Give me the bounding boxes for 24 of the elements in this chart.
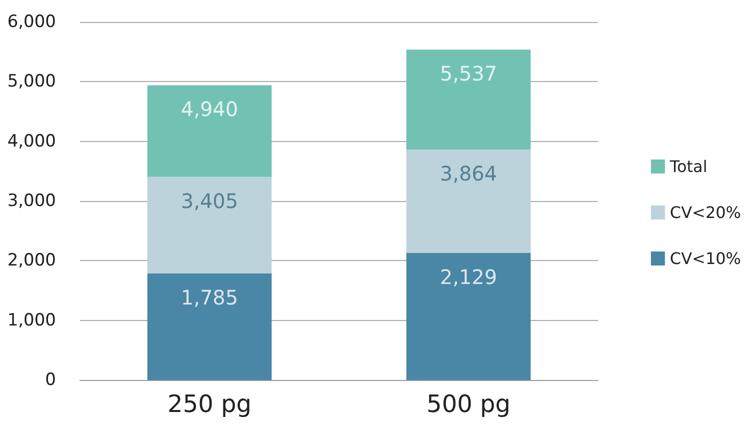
annotation: 3,864	[440, 161, 498, 186]
annotation: 1,785	[180, 285, 238, 310]
y-tick-label: 6,000	[7, 12, 56, 32]
legend-label: CV<10%	[670, 249, 742, 268]
bar	[147, 176, 272, 274]
y-tick-label: 1,000	[7, 310, 56, 330]
annotation: 5,537	[440, 62, 498, 86]
bar	[147, 85, 272, 177]
y-tick-label: 0	[45, 370, 56, 390]
bar	[147, 273, 272, 380]
y-tick-label: 2,000	[7, 250, 56, 271]
legend-label: Total	[668, 157, 708, 176]
bar	[406, 50, 531, 150]
y-tick-label: 4,000	[7, 131, 56, 152]
x-tick-label: 500 pg	[426, 390, 510, 418]
y-tick-label: 5,000	[7, 72, 56, 92]
bar	[406, 149, 531, 253]
x-tick-label: 250 pg	[168, 390, 252, 418]
legend-label: CV<20%	[670, 203, 742, 222]
annotation: 2,129	[440, 264, 498, 289]
annotation: 3,405	[180, 188, 238, 213]
bar	[406, 252, 531, 380]
y-tick-label: 3,000	[7, 191, 56, 211]
annotation: 4,940	[180, 97, 238, 122]
